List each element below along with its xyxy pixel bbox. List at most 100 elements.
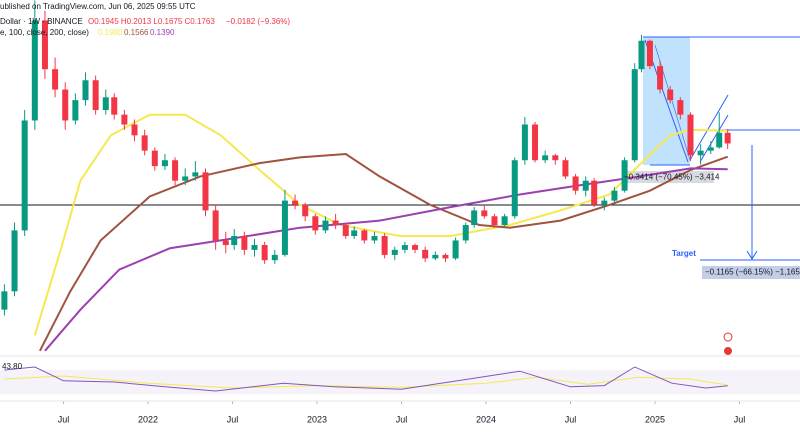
candle-body (601, 200, 608, 205)
candle-body (391, 249, 398, 255)
candle-body (452, 240, 459, 259)
ma-legend: e, 100, close, 200, close) (0, 28, 89, 37)
candle-body (222, 240, 229, 246)
x-tick-label: Jul (734, 414, 746, 424)
x-tick-label: Jul (58, 414, 70, 424)
candle-body (716, 132, 723, 148)
candle-body (371, 236, 378, 241)
candle-body (412, 245, 419, 250)
candle-body (687, 114, 694, 156)
candle-body (724, 132, 731, 144)
trend-line (654, 44, 691, 161)
candle-body (131, 124, 138, 136)
candle-body (151, 150, 158, 167)
candle-body (281, 200, 288, 255)
moving-average (33, 113, 728, 336)
ma-value: 0.1390 (150, 28, 175, 37)
arrow-head (746, 250, 758, 260)
ohlc: O0.1945 H0.2013 L0.1675 C0.1763 (88, 17, 215, 26)
candle-body (161, 160, 168, 167)
candle-body (432, 254, 439, 259)
candle-body (302, 204, 309, 217)
rsi-band (0, 370, 800, 394)
candle-body (182, 176, 189, 181)
candle-body (342, 225, 349, 237)
candle-body (121, 114, 128, 125)
candle-body (697, 150, 704, 156)
candle-body (422, 249, 429, 259)
x-tick-label: 2022 (138, 414, 158, 424)
target-label-box (702, 266, 800, 279)
candle-body (611, 190, 618, 201)
candle-body (52, 69, 59, 90)
event-icon (723, 332, 733, 342)
candle-body (646, 40, 653, 67)
candle-body (707, 147, 714, 151)
candle-body (72, 100, 79, 121)
target-text: Target (672, 249, 696, 258)
candle-body (381, 236, 388, 255)
candle-body (332, 220, 339, 226)
candle-body (638, 40, 645, 70)
drawings (0, 36, 800, 355)
candle-body (572, 176, 579, 191)
candle-body (621, 160, 628, 191)
x-tick-label: 2024 (476, 414, 496, 424)
candle-body (261, 245, 268, 261)
candle-body (92, 80, 99, 111)
symbol: Dollar · 1W · BINANCE (0, 17, 83, 26)
candle-body (631, 69, 638, 161)
candle-body (251, 245, 258, 250)
published: ublished on TradingView.com, Jun 06, 202… (0, 2, 196, 11)
rsi-ma (4, 375, 728, 389)
range-label: −0.3414 (−70.45%) −3,414 (624, 173, 720, 182)
moving-average (39, 152, 729, 352)
candle-body (532, 124, 539, 161)
candle-body (192, 172, 199, 177)
x-tick-label: Jul (396, 414, 408, 424)
candle-body (562, 160, 569, 177)
wedge-line (689, 94, 729, 161)
ma-value: 0.1566 (124, 28, 149, 37)
candle-body (102, 97, 109, 111)
candle-body (471, 210, 478, 226)
candle-body (271, 254, 278, 261)
x-tick-label: Jul (565, 414, 577, 424)
change: −0.0182 (−9.36%) (226, 17, 290, 26)
candle-body (591, 180, 598, 205)
rsi-value: 43.80 (2, 362, 23, 371)
candle-body (361, 230, 368, 241)
candle-body (481, 210, 488, 217)
candle-body (1, 291, 8, 310)
candle-body (552, 155, 559, 161)
candle-body (677, 100, 684, 115)
candle-body (241, 236, 248, 250)
candle-body (442, 254, 449, 259)
candle-body (401, 245, 408, 250)
candle-body (491, 216, 498, 226)
candle-body (21, 120, 28, 231)
candle-body (657, 66, 664, 90)
moving-average (44, 167, 728, 352)
wedge-line (699, 114, 729, 163)
candle-body (111, 97, 118, 115)
candle-body (41, 20, 48, 70)
candle-body (542, 155, 549, 161)
candle-body (351, 230, 358, 237)
candle-body (31, 20, 38, 121)
ma-value: 0.1980 (98, 28, 123, 37)
candle-body (231, 236, 238, 246)
candle-body (312, 216, 319, 231)
candle-body (462, 225, 469, 241)
range-label-box (622, 171, 714, 183)
candle-body (521, 124, 528, 161)
candle-body (11, 230, 18, 292)
candle-body (292, 200, 299, 205)
candle-body (141, 135, 148, 151)
candle-body (511, 160, 518, 217)
target-label: −0.1165 (−66.15%) −1,165 (705, 268, 800, 277)
candle-body (202, 172, 209, 211)
candle-body (582, 180, 589, 191)
candle-body (82, 80, 89, 101)
